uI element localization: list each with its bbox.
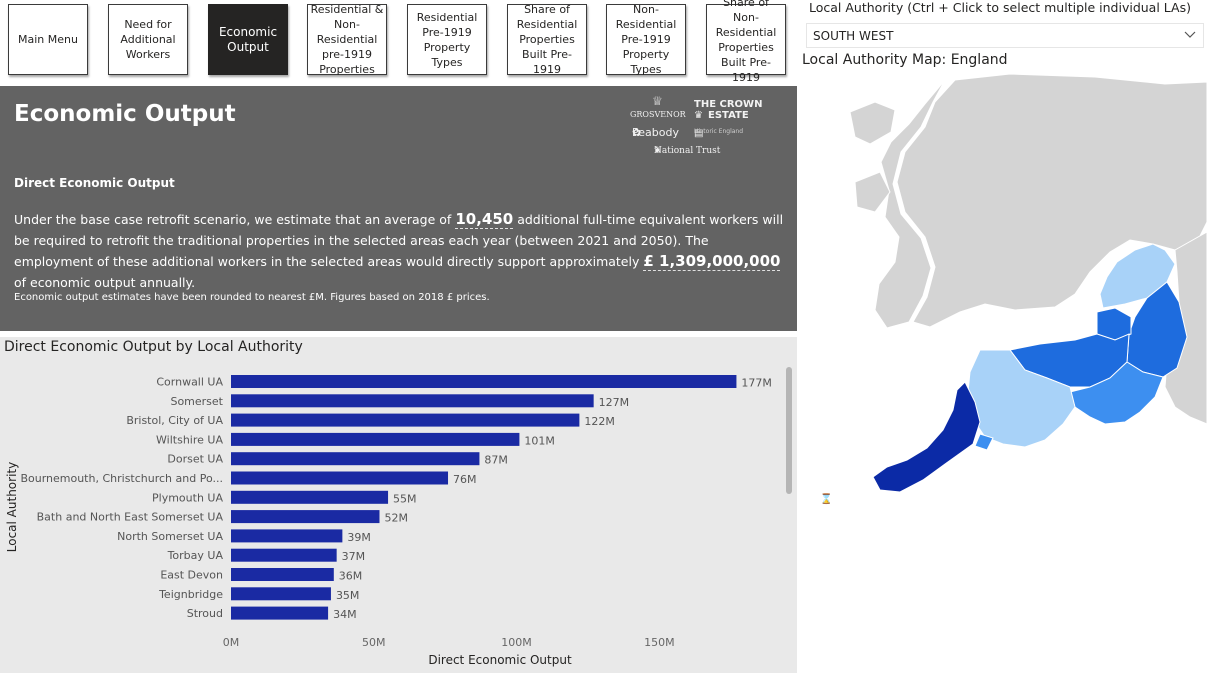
res-pre1919-types-button[interactable]: Residential Pre-1919 Property Types xyxy=(407,4,487,75)
summary-text-1: Under the base case retrofit scenario, w… xyxy=(14,212,452,227)
category-label: Bath and North East Somerset UA xyxy=(37,511,224,524)
bar[interactable] xyxy=(231,452,480,466)
share-res-pre1919-button[interactable]: Share of Residential Properties Built Pr… xyxy=(507,3,587,76)
map-region-wales-north[interactable] xyxy=(849,101,896,145)
map-focus-icon[interactable]: ⌛ xyxy=(820,494,833,505)
category-label: Somerset xyxy=(170,395,223,408)
bar[interactable] xyxy=(231,490,389,504)
south-west-authorities xyxy=(872,243,1188,493)
chart-scrollbar[interactable] xyxy=(786,367,792,494)
output-value: £ 1,309,000,000 xyxy=(643,252,781,271)
bar[interactable] xyxy=(231,413,580,427)
bar[interactable] xyxy=(231,606,329,620)
main-menu-button[interactable]: Main Menu xyxy=(8,4,88,75)
crown-estate-line-2: ESTATE xyxy=(708,110,749,121)
bar[interactable] xyxy=(231,394,594,408)
bar[interactable] xyxy=(231,471,449,485)
category-label: Bournemouth, Christchurch and Po... xyxy=(20,472,223,485)
map-region-plymouth[interactable] xyxy=(974,433,994,451)
bar[interactable] xyxy=(231,432,520,446)
map-region-cornwall[interactable] xyxy=(872,381,981,493)
england-wales-base xyxy=(849,73,1208,425)
summary-text-3: of economic output annually. xyxy=(14,275,196,290)
local-authority-dropdown[interactable]: SOUTH WEST xyxy=(806,23,1204,48)
data-label: 177M xyxy=(741,377,772,390)
local-authority-slicer-label: Local Authority (Ctrl + Click to select … xyxy=(809,0,1191,15)
bar[interactable] xyxy=(231,587,331,601)
data-label: 39M xyxy=(347,531,371,544)
local-authority-selected-value: SOUTH WEST xyxy=(813,29,894,43)
chart-title: Direct Economic Output by Local Authorit… xyxy=(4,339,303,355)
data-label: 127M xyxy=(599,396,630,409)
map-region-wales[interactable] xyxy=(874,79,946,329)
map-title: Local Authority Map: England xyxy=(802,52,1008,68)
summary-paragraph: Under the base case retrofit scenario, w… xyxy=(14,209,784,293)
oak-leaf-icon: ❦ xyxy=(654,146,662,156)
data-label: 55M xyxy=(393,492,417,505)
rounding-note: Economic output estimates have been roun… xyxy=(14,292,490,303)
data-label: 37M xyxy=(342,550,366,563)
x-axis-label: Direct Economic Output xyxy=(428,653,572,667)
map-region-north-england[interactable] xyxy=(896,73,1208,328)
category-label: East Devon xyxy=(160,569,223,582)
data-label: 35M xyxy=(336,589,360,602)
economic-output-panel: Economic Output ♕ GROSVENOR THE CROWN ♛ … xyxy=(0,86,797,331)
bar[interactable] xyxy=(231,529,343,543)
grosvenor-text: GROSVENOR xyxy=(630,110,686,119)
historic-england-icon: ▤ xyxy=(694,128,704,139)
economic-output-chart-panel: Direct Economic Output by Local Authorit… xyxy=(0,337,797,673)
section-subtitle: Direct Economic Output xyxy=(14,176,175,190)
crown-estate-line-1: THE CROWN xyxy=(694,99,763,110)
category-label: Plymouth UA xyxy=(152,491,223,504)
category-label: Dorset UA xyxy=(167,453,223,466)
x-tick-label: 100M xyxy=(501,636,532,649)
data-label: 101M xyxy=(524,434,555,447)
national-trust-text: National Trust xyxy=(654,146,721,156)
data-label: 76M xyxy=(453,473,477,486)
data-label: 87M xyxy=(484,454,508,467)
economic-output-button[interactable]: Economic Output xyxy=(208,4,288,75)
data-label: 34M xyxy=(333,608,357,621)
grosvenor-crest-icon: ♕ xyxy=(652,94,663,108)
page-title: Economic Output xyxy=(14,101,236,127)
x-tick-label: 0M xyxy=(223,636,240,649)
data-label: 52M xyxy=(384,512,408,525)
data-label: 122M xyxy=(584,415,615,428)
category-label: Bristol, City of UA xyxy=(126,414,223,427)
res-nonres-pre1919-button[interactable]: Residential & Non-Residential pre-1919 P… xyxy=(307,3,387,76)
category-label: Teignbridge xyxy=(158,588,223,601)
economic-output-bar-chart: Cornwall UA 177M Somerset 127M Bristol, City… xyxy=(5,367,792,667)
workers-value: 10,450 xyxy=(455,210,514,229)
bar[interactable] xyxy=(231,548,337,562)
map-region-gloucestershire[interactable] xyxy=(1099,243,1176,309)
category-label: Torbay UA xyxy=(167,549,224,562)
bar[interactable] xyxy=(231,375,737,388)
summary-text-2: additional full-time equivalent workers … xyxy=(14,212,784,269)
peabody-text: Peabody xyxy=(632,126,679,139)
nonres-pre1919-types-button[interactable]: Non-Residential Pre-1919 Property Types xyxy=(606,3,686,76)
x-tick-label: 150M xyxy=(644,636,675,649)
crown-icon: ♛ xyxy=(694,110,703,121)
local-authority-map[interactable] xyxy=(835,72,1210,502)
category-label: Stroud xyxy=(187,607,223,620)
need-for-workers-button[interactable]: Need for Additional Workers xyxy=(108,4,188,75)
category-label: North Somerset UA xyxy=(117,530,223,543)
partner-logos: ♕ GROSVENOR THE CROWN ♛ ESTATE ✿ Peabody … xyxy=(630,94,763,160)
map-region-south-east[interactable] xyxy=(1164,231,1208,425)
bar[interactable] xyxy=(231,510,380,524)
share-nonres-pre1919-button[interactable]: Share of Non-Residential Properties Buil… xyxy=(706,0,786,84)
y-axis-label: Local Authority xyxy=(5,462,19,552)
map-region-wales-south-west[interactable] xyxy=(854,171,891,213)
data-label: 36M xyxy=(339,570,363,583)
bar[interactable] xyxy=(231,568,334,581)
category-label: Wiltshire UA xyxy=(156,433,223,446)
chevron-down-icon xyxy=(1183,27,1197,44)
x-tick-label: 50M xyxy=(362,636,386,649)
historic-england-text: Historic England xyxy=(694,128,744,135)
peabody-flower-icon: ✿ xyxy=(632,126,642,139)
category-label: Cornwall UA xyxy=(156,376,223,389)
